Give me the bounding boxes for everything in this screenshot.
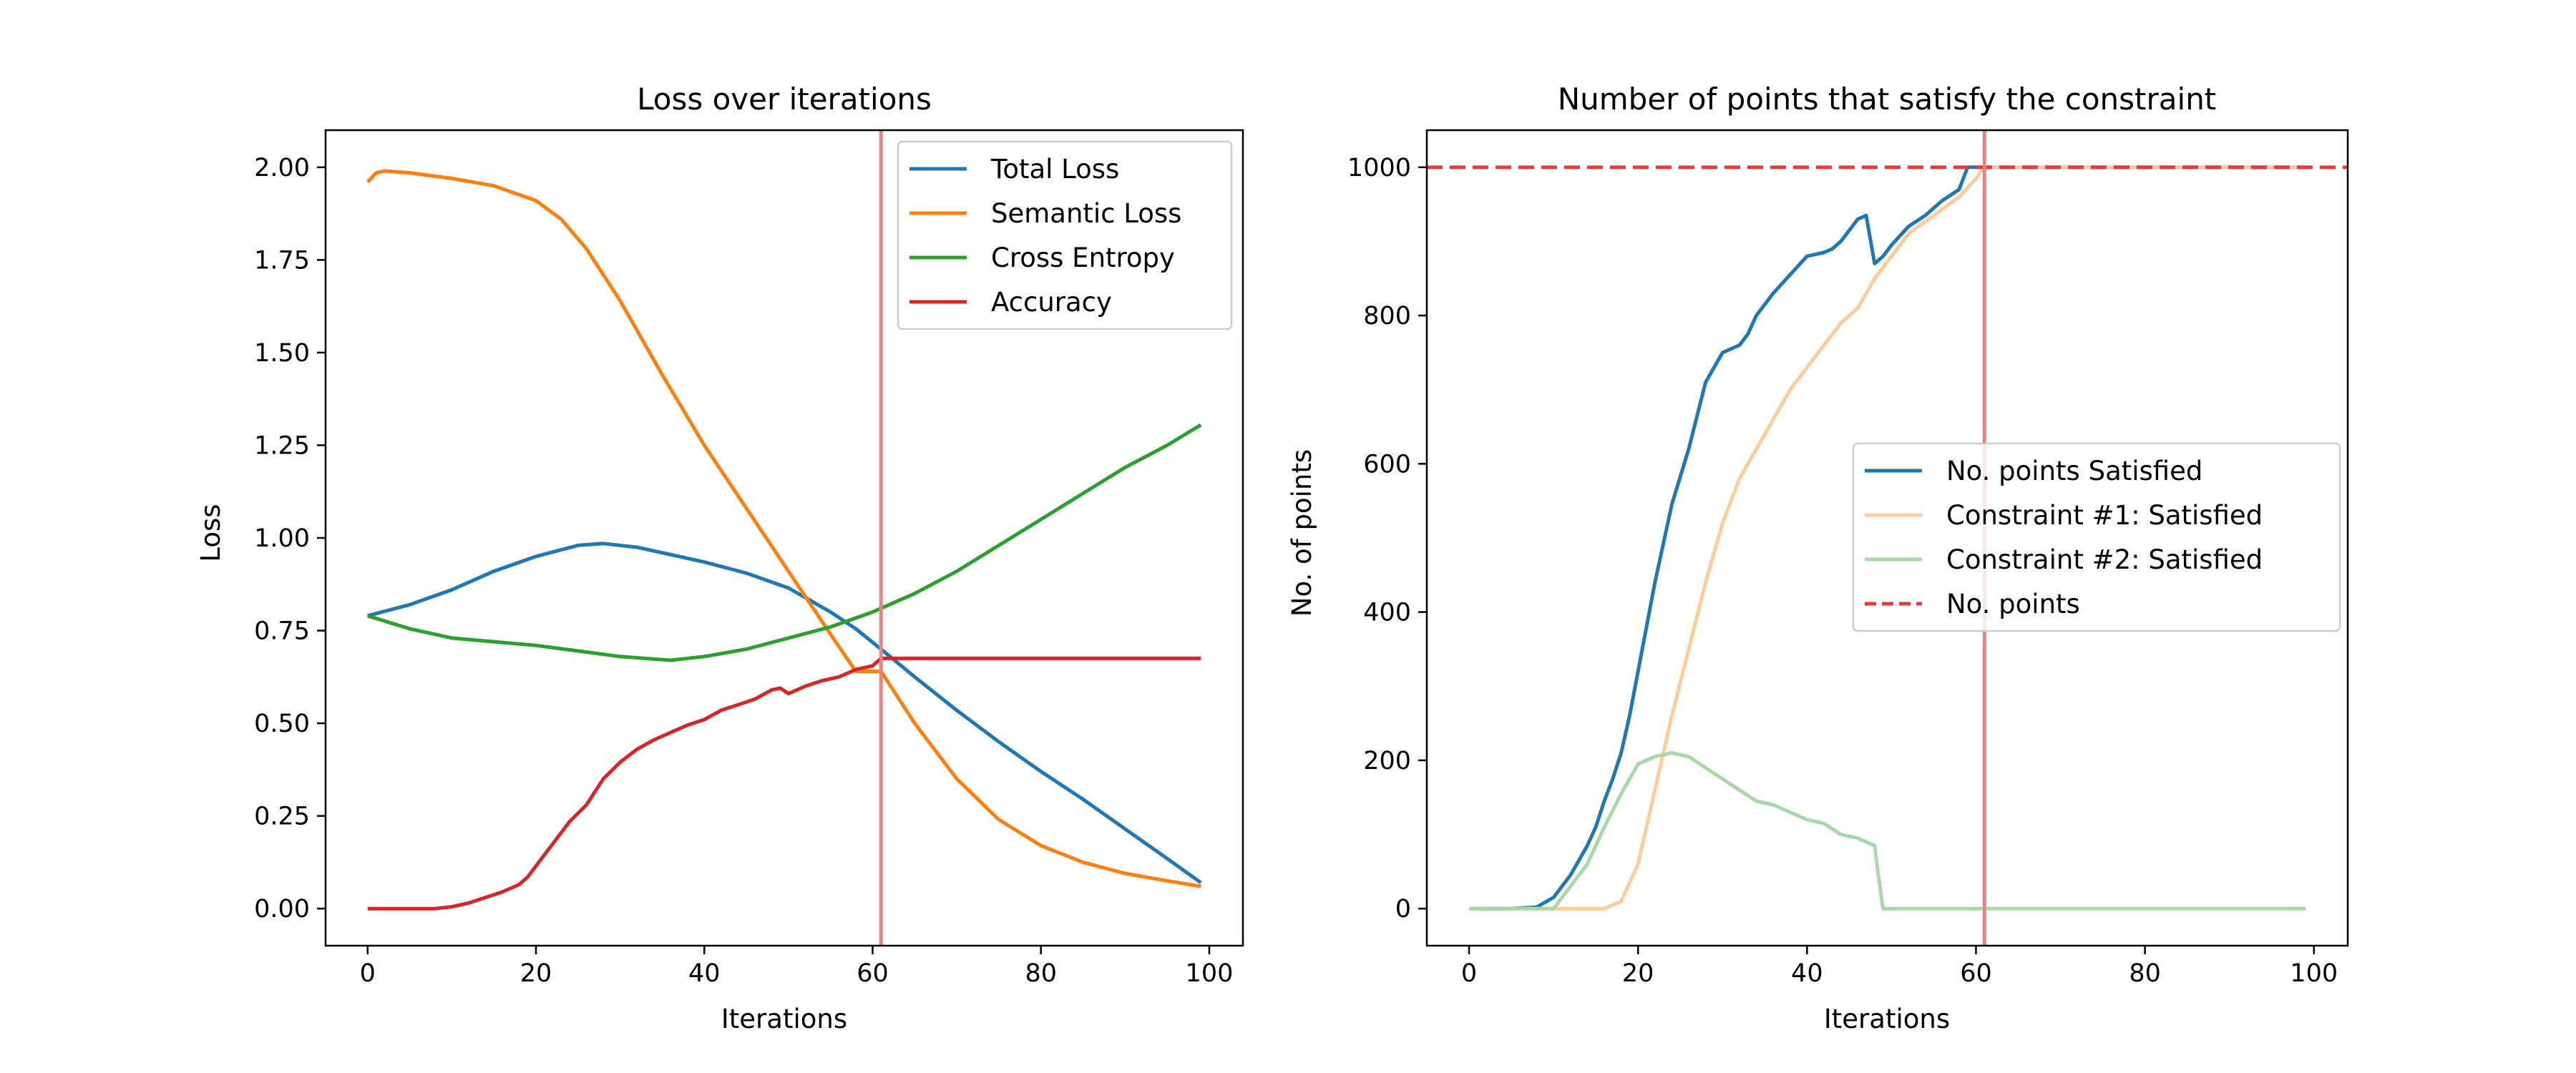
constraint-chart-title: Number of points that satisfy the constr… xyxy=(1558,82,2217,117)
loss-chart-y-tick-label: 0.75 xyxy=(254,617,310,646)
loss-chart: Loss over iterations Iterations Loss 0 20… xyxy=(195,82,1244,1034)
loss-chart-y-tick-label: 2.00 xyxy=(254,154,310,182)
loss-chart-series-line-3 xyxy=(367,423,1202,662)
constraint-chart-y-axis-label: No. of points xyxy=(1287,449,1317,617)
constraint-chart-legend-label: Constraint #2: Satisfied xyxy=(1946,544,2263,575)
constraint-chart-x-tick-label: 20 xyxy=(1622,959,1654,988)
loss-chart-ticks: 0 20 40 60 80 100 0.00 0.25 0.50 0.75 1.00 1.25 1.50… xyxy=(254,154,1233,988)
loss-chart-y-axis-label: Loss xyxy=(195,504,226,562)
loss-chart-y-tick-label: 0.50 xyxy=(254,710,310,738)
loss-chart-x-tick-label: 20 xyxy=(520,959,552,988)
loss-chart-legend-label: Semantic Loss xyxy=(991,198,1181,229)
constraint-chart-y-tick-label: 600 xyxy=(1363,450,1411,479)
loss-chart-series-line-2 xyxy=(366,169,1201,888)
constraint-chart-x-tick-label: 60 xyxy=(1960,959,1992,988)
loss-chart-axes-frame xyxy=(324,129,1244,947)
loss-chart-title: Loss over iterations xyxy=(637,82,932,117)
constraint-chart-legend-label: No. points Satisfied xyxy=(1946,456,2202,486)
loss-chart-y-tick-label: 0.25 xyxy=(254,803,310,831)
loss-chart-x-tick-label: 40 xyxy=(688,959,721,988)
constraint-chart: Number of points that satisfy the constr… xyxy=(1287,82,2349,1034)
constraint-chart-legend: No. points Satisfied Constraint #1: Satis… xyxy=(1852,442,2341,632)
loss-chart-legend-label: Cross Entropy xyxy=(991,242,1175,273)
constraint-chart-y-tick-label: 400 xyxy=(1363,599,1411,627)
constraint-chart-x-tick-label: 100 xyxy=(2290,959,2338,988)
constraint-chart-x-tick-label: 40 xyxy=(1791,959,1823,988)
constraint-chart-series-line-3 xyxy=(1469,751,2306,911)
constraint-chart-x-tick-label: 0 xyxy=(1461,959,1477,988)
constraint-chart-x-tick-label: 80 xyxy=(2129,959,2161,988)
loss-chart-legend: Total Loss Semantic Loss Cross Entropy Accu… xyxy=(897,140,1233,330)
loss-chart-x-tick-label: 60 xyxy=(857,959,889,988)
loss-chart-legend-label: Total Loss xyxy=(990,154,1119,185)
loss-chart-legend-label: Accuracy xyxy=(991,287,1112,318)
loss-chart-legend-box xyxy=(897,140,1233,330)
constraint-chart-x-axis-label: Iterations xyxy=(1824,1004,1950,1034)
constraint-chart-axes-frame xyxy=(1425,129,2349,947)
constraint-chart-legend-box xyxy=(1852,442,2341,632)
loss-chart-y-tick-label: 1.25 xyxy=(254,431,310,460)
loss-chart-y-tick-label: 1.50 xyxy=(254,339,310,368)
constraint-chart-legend-label: No. points xyxy=(1946,589,2080,619)
constraint-chart-legend-label: Constraint #1: Satisfied xyxy=(1946,500,2263,531)
constraint-chart-y-tick-label: 0 xyxy=(1395,895,1411,923)
loss-chart-series-line-1 xyxy=(367,542,1202,884)
loss-chart-clip-group xyxy=(366,130,1202,946)
loss-chart-x-tick-label: 100 xyxy=(1186,959,1234,988)
constraint-chart-y-tick-label: 200 xyxy=(1363,747,1411,775)
loss-chart-y-tick-label: 1.00 xyxy=(254,524,310,553)
loss-chart-x-tick-label: 80 xyxy=(1025,959,1057,988)
loss-chart-x-tick-label: 0 xyxy=(360,959,376,988)
loss-chart-x-axis-label: Iterations xyxy=(721,1004,847,1034)
loss-chart-y-tick-label: 0.00 xyxy=(254,895,310,923)
loss-chart-y-tick-label: 1.75 xyxy=(254,246,310,275)
loss-chart-plot-area xyxy=(324,129,1244,947)
constraint-chart-y-tick-label: 1000 xyxy=(1347,154,1411,182)
constraint-chart-series-line-1 xyxy=(1469,165,2306,911)
constraint-chart-y-tick-label: 800 xyxy=(1363,302,1411,330)
